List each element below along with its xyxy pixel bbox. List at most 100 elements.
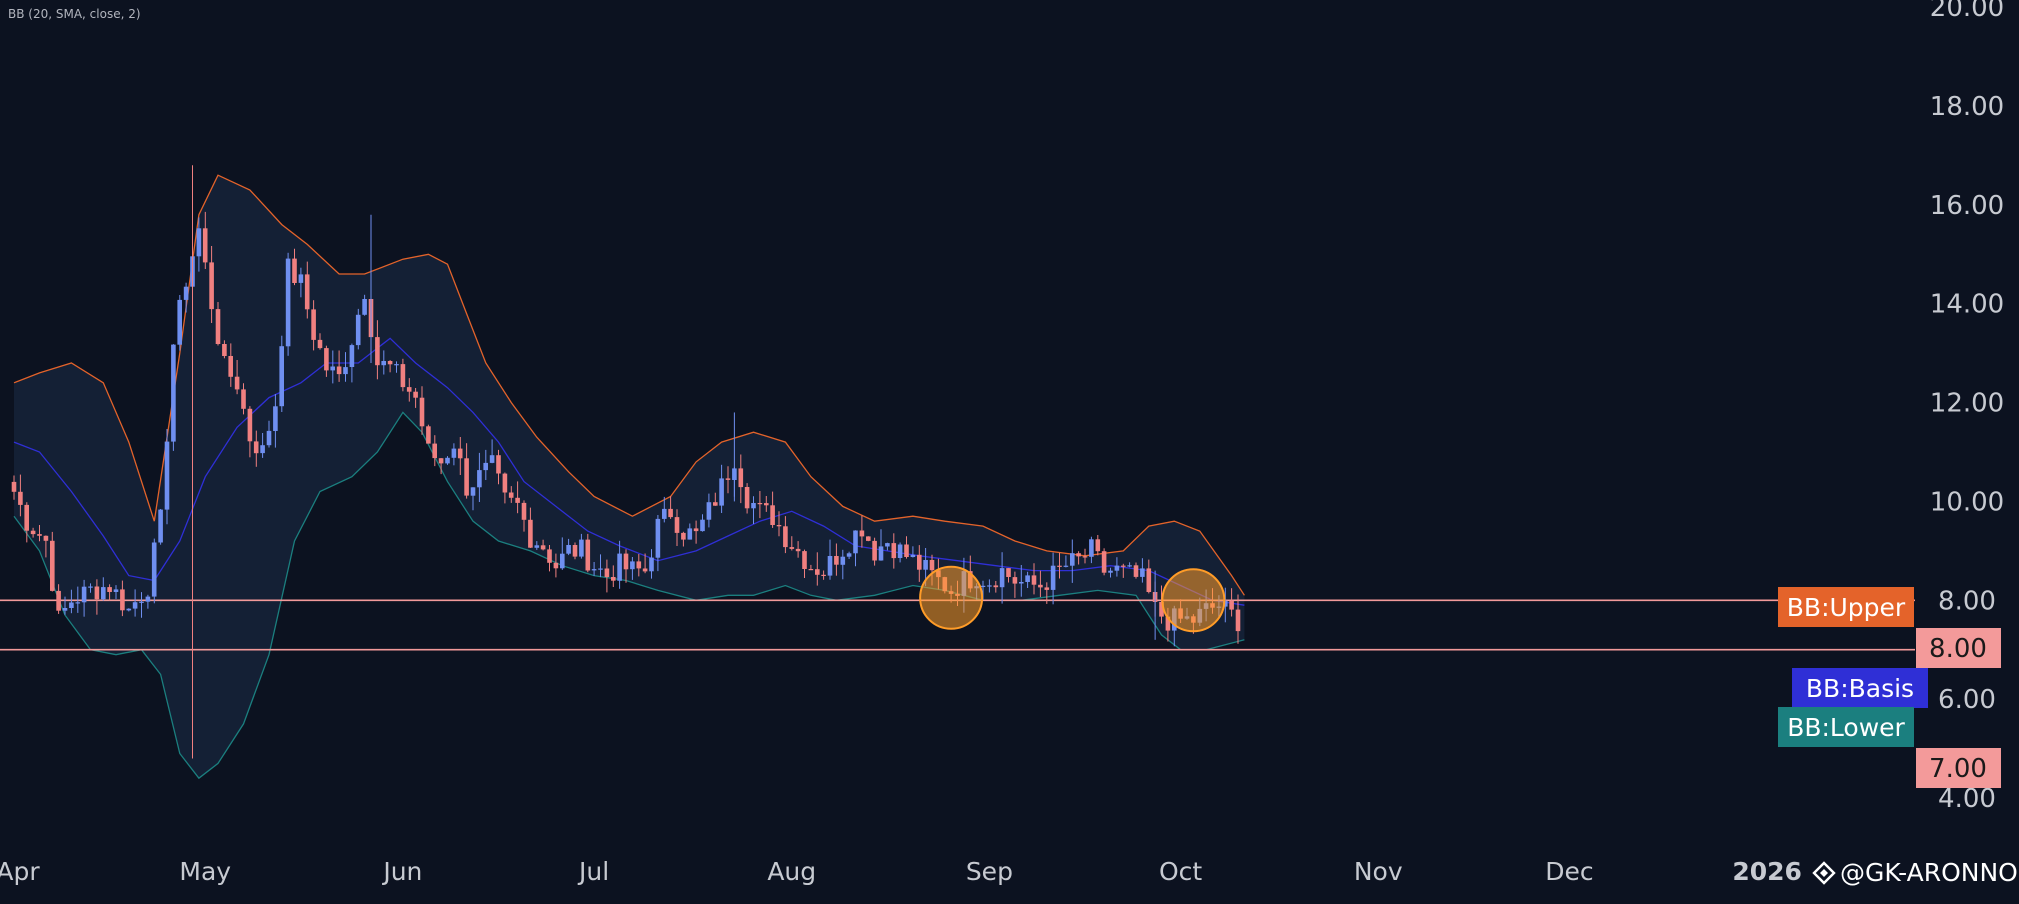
y-tick-label: 10.00 xyxy=(1930,487,2004,517)
candle-body xyxy=(713,502,718,506)
candle-body xyxy=(700,519,705,532)
candle-body xyxy=(795,548,801,552)
candle-body xyxy=(808,569,814,571)
price-label-bg xyxy=(1916,628,2001,668)
candle-body xyxy=(202,228,208,263)
indicator-label[interactable]: BB (20, SMA, close, 2) xyxy=(8,7,141,21)
candle-body xyxy=(623,553,629,570)
candle-body xyxy=(69,602,74,608)
y-tick-label: 12.00 xyxy=(1930,389,2004,419)
candle-body xyxy=(917,554,922,570)
candle-body xyxy=(515,497,520,503)
upper-band-line xyxy=(13,174,1245,596)
candle-body xyxy=(693,528,699,532)
candle-body xyxy=(266,430,272,446)
candle-body xyxy=(496,455,501,474)
candle-body xyxy=(547,549,552,563)
price-label: 8.00 xyxy=(1929,634,1987,664)
candle-body xyxy=(662,508,667,519)
candle-body xyxy=(674,517,680,533)
candle-body xyxy=(1133,565,1139,577)
candle-body xyxy=(132,602,138,609)
candle-body xyxy=(457,448,463,459)
candle-body xyxy=(846,553,852,557)
candle-body xyxy=(783,526,788,548)
candle-body xyxy=(757,503,763,505)
candle-body xyxy=(177,299,182,345)
candle-body xyxy=(445,457,450,464)
candle-body xyxy=(406,387,412,392)
candle-body xyxy=(910,554,916,557)
candle-body xyxy=(1025,575,1030,582)
candle-body xyxy=(375,337,380,366)
band-label-bg xyxy=(1792,668,1928,708)
candle-body xyxy=(636,561,642,569)
candle-body xyxy=(802,551,807,569)
candle-body xyxy=(1114,565,1120,571)
highlight-circle-1 xyxy=(1161,568,1226,633)
candle-body xyxy=(470,487,476,496)
price-label: 7.00 xyxy=(1929,754,1987,784)
candle-body xyxy=(840,556,846,565)
candle-body xyxy=(1006,568,1011,577)
candle-body xyxy=(560,553,565,569)
candle-body xyxy=(604,568,610,577)
band-label: BB:Basis xyxy=(1806,674,1914,703)
candle-body xyxy=(591,569,597,571)
candle-body xyxy=(866,536,871,541)
x-tick-label: May xyxy=(179,857,231,886)
candle-body xyxy=(247,408,253,442)
candle-body xyxy=(362,299,367,315)
candle-body xyxy=(1159,602,1164,617)
candle-body xyxy=(1235,609,1241,632)
band-label-bg xyxy=(1778,587,1914,627)
y-tick-label: 14.00 xyxy=(1930,290,2004,320)
candle-body xyxy=(381,361,386,366)
candle-body xyxy=(311,309,316,340)
x-tick-label: Oct xyxy=(1159,857,1202,886)
candle-body xyxy=(885,543,890,547)
candle-body xyxy=(11,481,17,492)
candle-body xyxy=(94,586,100,600)
candle-body xyxy=(521,502,527,520)
candle-body xyxy=(126,608,132,611)
candle-body xyxy=(1044,587,1050,590)
candle-body xyxy=(508,492,514,498)
candle-body xyxy=(196,228,202,257)
candle-body xyxy=(438,458,444,464)
candle-body xyxy=(1121,565,1126,567)
candle-body xyxy=(585,539,591,571)
y-tick-label: 20.00 xyxy=(1930,0,2004,23)
highlight-circle-0 xyxy=(919,565,984,630)
candle-body xyxy=(630,561,635,570)
candle-body xyxy=(228,356,233,377)
candle-body xyxy=(1127,565,1132,567)
candle-body xyxy=(834,556,839,565)
candle-body xyxy=(929,560,935,571)
candle-body xyxy=(279,346,284,407)
candle-body xyxy=(107,587,112,592)
watermark-text: @GK-ARONNO xyxy=(1840,858,2018,887)
candle-body xyxy=(477,470,482,488)
candle-body xyxy=(859,530,865,537)
candle-body xyxy=(1063,565,1069,567)
candle-body xyxy=(1095,539,1101,552)
candle-body xyxy=(642,568,648,572)
candle-body xyxy=(343,367,348,375)
candle-body xyxy=(897,544,903,558)
y-tick-label: 8.00 xyxy=(1938,586,1996,616)
candle-body xyxy=(222,344,227,356)
y-tick-label: 6.00 xyxy=(1938,685,1996,715)
candle-body xyxy=(292,258,297,283)
candle-body xyxy=(400,364,406,388)
candle-body xyxy=(649,557,654,572)
candle-body xyxy=(872,540,877,561)
candle-body xyxy=(37,534,42,536)
y-tick-label: 16.00 xyxy=(1930,191,2004,221)
candle-body xyxy=(528,519,533,548)
candle-body xyxy=(151,542,157,597)
candle-body xyxy=(483,462,488,471)
candle-body xyxy=(1076,553,1081,557)
